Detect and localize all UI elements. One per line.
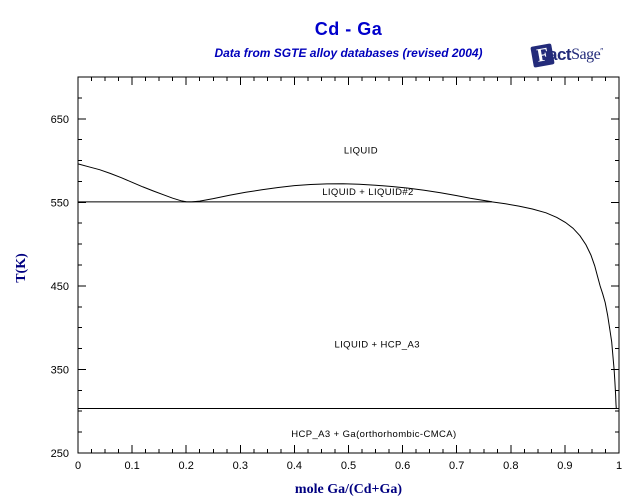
y-tick-label: 250 bbox=[51, 448, 69, 460]
chart-title: Cd - Ga bbox=[314, 19, 383, 39]
x-tick-label: 0.8 bbox=[503, 460, 518, 472]
factsage-trademark: ″ bbox=[600, 46, 604, 56]
y-tick-label: 350 bbox=[51, 364, 69, 376]
x-tick-label: 1 bbox=[616, 460, 622, 472]
factsage-logo-sage: Sage bbox=[571, 46, 601, 63]
plot-border bbox=[77, 76, 620, 454]
region-label-hcp-a3-ga-orthorhombic-cmca: HCP_A3 + Ga(orthorhombic-CMCA) bbox=[291, 429, 456, 440]
x-tick-label: 0.5 bbox=[341, 460, 356, 472]
y-tick-label: 550 bbox=[51, 197, 69, 209]
x-tick-label: 0.3 bbox=[233, 460, 248, 472]
x-tick-label: 0.7 bbox=[449, 460, 464, 472]
x-tick-label: 0 bbox=[75, 460, 81, 472]
y-axis-title: T(K) bbox=[14, 253, 29, 283]
x-tick-label: 0.9 bbox=[557, 460, 572, 472]
x-tick-label: 0.4 bbox=[287, 460, 302, 472]
y-tick-label: 650 bbox=[51, 114, 69, 126]
x-tick-label: 0.2 bbox=[179, 460, 194, 472]
curve-miscibility-gap-boundary bbox=[191, 183, 492, 203]
region-label-liquid: LIQUID bbox=[344, 146, 378, 157]
x-tick-label: 0.1 bbox=[124, 460, 139, 472]
y-tick-label: 450 bbox=[51, 281, 69, 293]
curve-ga-liquidus bbox=[491, 201, 617, 409]
x-axis-title: mole Ga/(Cd+Ga) bbox=[295, 482, 402, 497]
curve-cd-liquidus bbox=[77, 163, 192, 203]
x-tick-label: 0.6 bbox=[395, 460, 410, 472]
region-label-liquid-hcp-a3: LIQUID + HCP_A3 bbox=[334, 339, 419, 350]
chart-subtitle: Data from SGTE alloy databases (revised … bbox=[214, 46, 483, 60]
region-label-liquid-liquid-2: LIQUID + LIQUID#2 bbox=[322, 187, 414, 198]
